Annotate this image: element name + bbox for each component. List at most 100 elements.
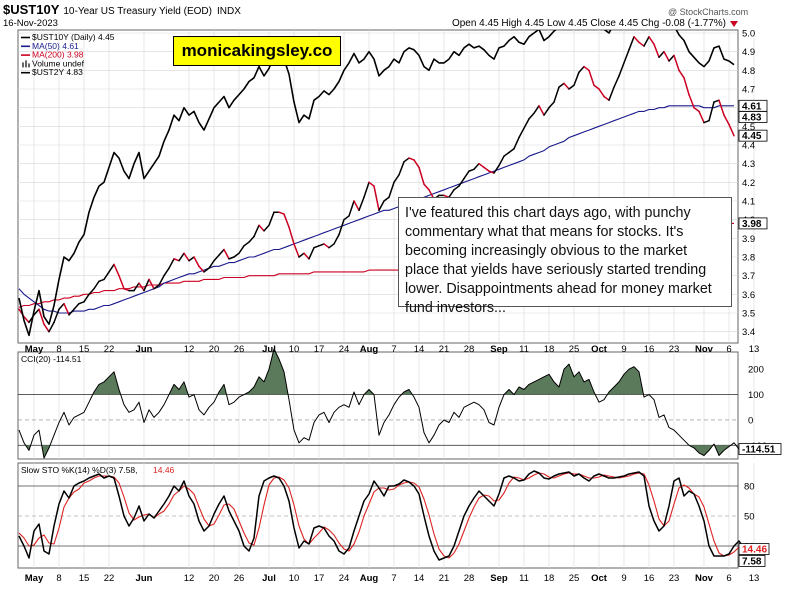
ust10y-segment xyxy=(73,302,80,311)
ust10y-segment xyxy=(563,82,570,90)
ust10y-segment xyxy=(618,62,625,77)
chart-date: 16-Nov-2023 xyxy=(3,18,58,29)
axis-labels: 3.43.53.63.73.83.94.04.14.24.34.44.54.64… xyxy=(21,29,782,584)
ust10y-segment xyxy=(48,321,55,333)
ust10y-segment xyxy=(413,159,420,169)
sto-d-line xyxy=(18,472,755,559)
ust10y-segment xyxy=(198,265,205,273)
ust10y-segment xyxy=(38,308,45,325)
stockcharts-credit: @ StockCharts.com xyxy=(668,7,749,17)
ust10y-segment xyxy=(333,233,340,245)
legend-entry: MA(200) 3.98 xyxy=(32,50,84,60)
price-y-tick: 3.8 xyxy=(742,253,755,264)
x-tick-label: 28 xyxy=(464,344,475,355)
ust10y-segment xyxy=(378,200,385,212)
x-tick-label: Aug xyxy=(360,344,379,355)
ust10y-segment xyxy=(168,258,175,269)
ust10y-segment xyxy=(23,315,30,324)
ust10y-segment xyxy=(603,95,610,101)
sto-d-label: 14.46 xyxy=(742,545,767,556)
ust10y-segment xyxy=(613,75,620,88)
x-tick-label: 20 xyxy=(209,344,220,355)
ust10y-segment xyxy=(63,302,70,316)
ust10y-segment xyxy=(513,136,520,150)
price-y-tick: 4.9 xyxy=(742,47,755,58)
volume-legend-icon xyxy=(22,62,24,68)
x-tick-label-bottom: Nov xyxy=(695,573,714,584)
ust10y-segment xyxy=(353,200,360,212)
x-tick-label-bottom: 21 xyxy=(439,573,450,584)
sto-k-line xyxy=(18,470,755,561)
ust10y-segment xyxy=(538,105,545,116)
price-y-tick: 4.3 xyxy=(742,159,755,170)
ust10y-segment xyxy=(593,84,600,90)
ust10y-segment xyxy=(573,71,580,87)
ust10y-segment xyxy=(103,271,110,281)
x-tick-label: 6 xyxy=(726,344,731,355)
ust10y-segment xyxy=(488,170,495,174)
ust10y-segment xyxy=(108,263,115,273)
ust10y-segment xyxy=(68,308,75,316)
chart-symbol: $UST10Y xyxy=(3,2,60,17)
ust10y-segment xyxy=(263,224,270,232)
cci-y-tick: 0 xyxy=(748,415,753,426)
ust10y-segment xyxy=(528,112,535,120)
last-value-box xyxy=(738,217,768,230)
x-tick-label-bottom: 6 xyxy=(726,573,731,584)
ust10y-segment xyxy=(663,50,670,62)
x-tick-label-bottom: 13 xyxy=(749,573,760,584)
ust10y-segment xyxy=(483,166,490,172)
ust10y-segment xyxy=(673,54,680,72)
ust10y-segment xyxy=(148,278,155,290)
sto-panel-frame xyxy=(17,462,739,569)
price-y-tick: 5.0 xyxy=(742,29,755,40)
ust10y-segment xyxy=(308,246,315,260)
price-y-tick: 4.4 xyxy=(742,141,755,152)
ust10y-segment xyxy=(258,224,265,232)
x-tick-label-bottom: Oct xyxy=(591,573,608,584)
ust10y-segment xyxy=(608,86,615,101)
x-tick-label: 26 xyxy=(234,344,245,355)
x-tick-label-bottom: 14 xyxy=(414,573,425,584)
ust10y-segment xyxy=(518,127,525,139)
cci-plot xyxy=(18,348,740,459)
sto-k-box xyxy=(738,555,766,567)
ust10y-segment xyxy=(248,235,255,243)
price-y-tick: 3.5 xyxy=(742,309,755,320)
ust10y-segment xyxy=(498,155,505,167)
ust10y-segment xyxy=(633,35,640,44)
x-tick-label: 25 xyxy=(569,344,580,355)
ust10y-segment xyxy=(358,196,365,212)
sto-k-label: 7.58 xyxy=(742,556,762,567)
ust10y-segment xyxy=(558,82,565,88)
ust10y-segment xyxy=(363,181,370,199)
ust10y-segment xyxy=(203,267,210,273)
x-tick-label-bottom: Jun xyxy=(136,573,153,584)
x-tick-label: Sep xyxy=(490,344,508,355)
x-tick-label: 16 xyxy=(644,344,655,355)
ust10y-segment xyxy=(298,252,305,258)
ust10y-segment xyxy=(703,119,710,124)
ust10y-segment xyxy=(678,69,685,79)
ust10y-segment xyxy=(643,35,650,47)
ust10y-segment xyxy=(178,252,185,262)
ust10y-segment xyxy=(503,151,510,157)
x-tick-label: 8 xyxy=(56,344,61,355)
ust10y-segment xyxy=(33,308,40,316)
annotation-box: I've featured this chart days ago, with … xyxy=(398,197,732,316)
ust10y-segment xyxy=(153,284,160,290)
price-panel-frame xyxy=(17,29,739,344)
ust10y-segment xyxy=(283,213,290,228)
x-tick-label-bottom: 10 xyxy=(289,573,300,584)
ust10y-segment xyxy=(398,161,405,176)
legend-entry: $UST10Y (Daily) 4.45 xyxy=(32,32,115,42)
last-value-label: 4.61 xyxy=(742,101,762,112)
cci-title: CCI(20) -114.51 xyxy=(21,354,82,364)
ust10y-segment xyxy=(568,84,575,90)
ust10y-segment xyxy=(718,99,725,116)
cci-overbought-fill xyxy=(92,348,644,395)
ust10y-segment xyxy=(683,77,690,96)
ust10y-segment xyxy=(288,226,295,245)
x-tick-label: 11 xyxy=(519,344,529,355)
x-tick-label-bottom: 28 xyxy=(464,573,475,584)
